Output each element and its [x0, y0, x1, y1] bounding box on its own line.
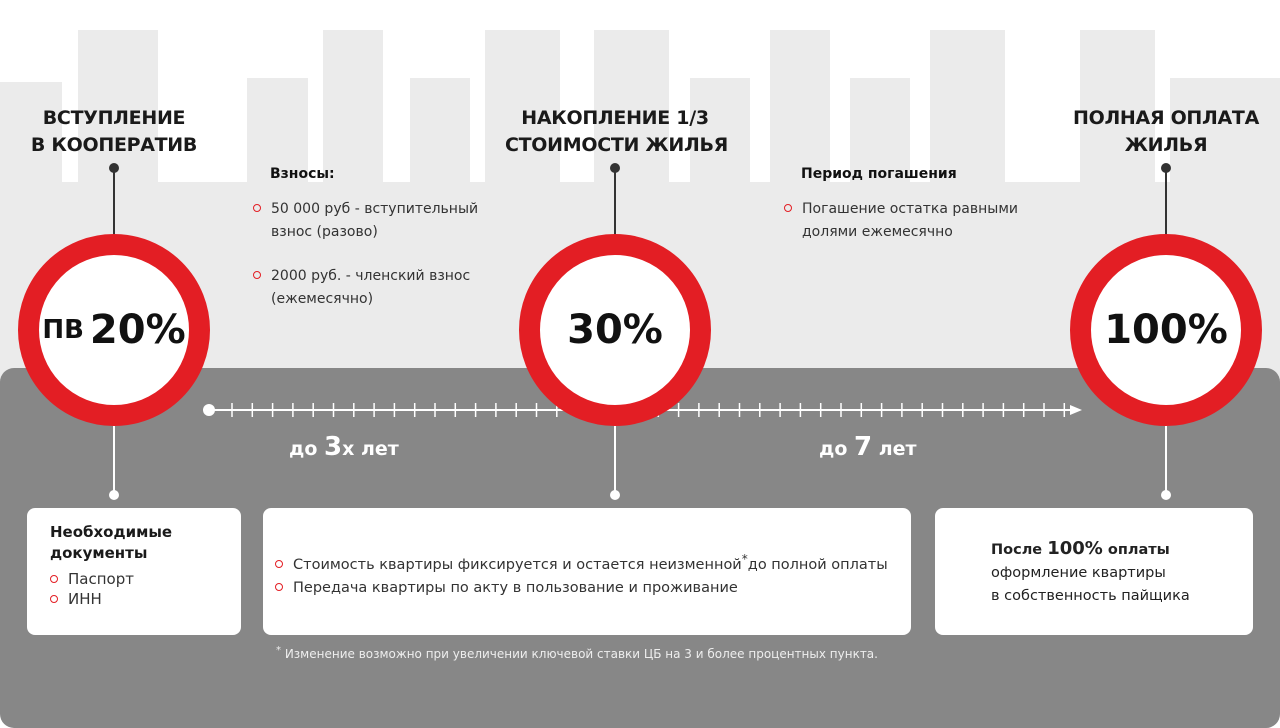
connector-line	[113, 420, 115, 495]
footnote: * Изменение возможно при увеличении ключ…	[276, 645, 878, 661]
stage-3-title: ПОЛНАЯ ОПЛАТА ЖИЛЬЯ	[1073, 107, 1259, 156]
fee-item: взнос (разово)	[271, 224, 378, 240]
conditions-card: Стоимость квартиры фиксируется и остаетс…	[263, 508, 911, 635]
documents-card: Необходимые документы Паспорт ИНН	[27, 508, 241, 635]
document-item: ИНН	[68, 590, 102, 608]
repayment-item: Погашение остатка равными	[802, 201, 1018, 217]
fee-item: (ежемесячно)	[271, 291, 374, 307]
ownership-card: После 100% оплаты оформление квартиры в …	[935, 508, 1253, 635]
stage-2-percent-ring: 30%	[519, 234, 711, 426]
repayment-item: долями ежемесячно	[802, 224, 953, 240]
repayment-block: Период погашения Погашение остатка равны…	[784, 163, 1018, 244]
down-payment-label: ПВ	[42, 315, 84, 345]
documents-heading: Необходимые	[50, 523, 173, 541]
footnote-mark: *	[741, 552, 748, 566]
condition-item: Стоимость квартиры фиксируется и остаетс…	[293, 556, 742, 573]
fees-heading: Взносы:	[270, 166, 335, 182]
stage-1-title: ВСТУПЛЕНИЕ В КООПЕРАТИВ	[30, 107, 198, 156]
stage-1-percent: 20%	[89, 307, 186, 353]
documents-heading: документы	[50, 544, 148, 562]
connector-line	[614, 168, 616, 238]
bullet-icon	[275, 559, 283, 568]
fee-item: 50 000 руб - вступительный	[271, 201, 479, 217]
ownership-heading: После 100% оплаты	[991, 538, 1170, 559]
connector-dot	[1161, 490, 1171, 500]
ownership-text: в собственность пайщика	[991, 588, 1190, 604]
connector-line	[1165, 168, 1167, 238]
repayment-heading: Период погашения	[801, 166, 957, 182]
period-1-label: до 3х лет	[289, 432, 399, 462]
ownership-text: оформление квартиры	[991, 565, 1166, 581]
connector-line	[1165, 420, 1167, 495]
timeline-arrow-icon	[1070, 405, 1082, 415]
bullet-icon	[50, 595, 58, 603]
connector-line	[113, 168, 115, 238]
stage-2-title: НАКОПЛЕНИЕ 1/3 СТОИМОСТИ ЖИЛЬЯ	[505, 107, 728, 156]
fees-block: Взносы: 50 000 руб - вступительный взнос…	[253, 163, 478, 311]
fee-item: 2000 руб. - членский взнос	[271, 268, 471, 284]
stage-1-percent-ring: ПВ 20%	[18, 234, 210, 426]
condition-item: Передача квартиры по акту в пользование …	[293, 579, 738, 596]
condition-item-tail: до полной оплаты	[747, 556, 888, 573]
bullet-icon	[253, 204, 261, 212]
period-2-label: до 7 лет	[819, 432, 917, 462]
bullet-icon	[50, 575, 58, 583]
document-item: Паспорт	[68, 570, 134, 588]
connector-line	[614, 420, 616, 495]
stage-3-percent-ring: 100%	[1070, 234, 1262, 426]
stage-3-percent: 100%	[1104, 307, 1228, 353]
bullet-icon	[784, 204, 792, 212]
connector-dot	[109, 490, 119, 500]
bullet-icon	[253, 271, 261, 279]
bullet-icon	[275, 582, 283, 591]
stage-2-percent: 30%	[567, 307, 663, 353]
connector-dot	[610, 490, 620, 500]
